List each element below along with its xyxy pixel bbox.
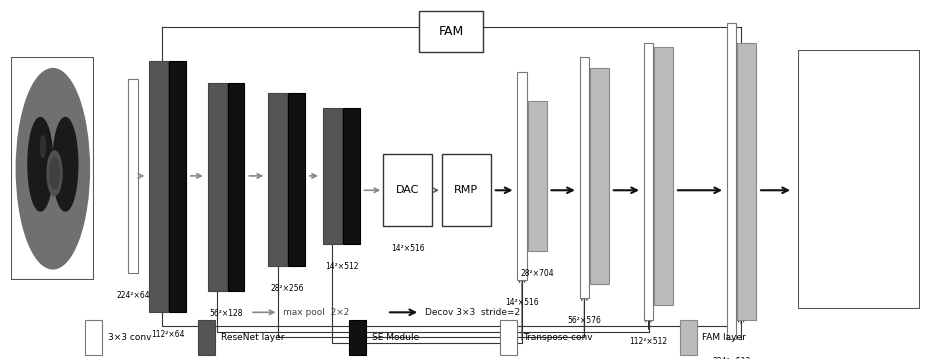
Bar (644, 43, 653, 320)
Bar (500, 320, 517, 355)
Bar (580, 57, 589, 298)
Bar (169, 61, 186, 312)
Bar (419, 11, 483, 52)
Text: ReseNet layer: ReseNet layer (221, 333, 284, 342)
Ellipse shape (28, 117, 53, 211)
Bar (85, 320, 102, 355)
Bar (323, 108, 342, 244)
Ellipse shape (47, 151, 62, 195)
Bar (268, 93, 287, 266)
Text: 3×3 conv: 3×3 conv (108, 333, 151, 342)
Bar (680, 320, 697, 355)
Text: 112²×512: 112²×512 (630, 337, 667, 346)
Bar (128, 79, 138, 273)
Bar (654, 47, 673, 305)
Ellipse shape (871, 185, 886, 206)
Text: 112²×64: 112²×64 (151, 330, 185, 339)
Ellipse shape (868, 94, 879, 110)
Text: 224²×64: 224²×64 (116, 291, 150, 300)
Text: FAM: FAM (439, 25, 464, 38)
Text: 28²×256: 28²×256 (270, 284, 304, 293)
Ellipse shape (49, 158, 59, 189)
Text: RMP: RMP (454, 185, 479, 195)
Bar (442, 154, 491, 226)
Bar (208, 83, 227, 291)
Ellipse shape (16, 69, 90, 269)
Text: DAC: DAC (396, 185, 419, 195)
Bar (590, 68, 609, 284)
Text: Transpose conv: Transpose conv (523, 333, 593, 342)
Bar (288, 93, 305, 266)
Bar (198, 320, 215, 355)
Bar (737, 43, 756, 320)
Bar (383, 154, 432, 226)
Text: FAM layer: FAM layer (702, 333, 746, 342)
Text: 14²×512: 14²×512 (325, 262, 359, 271)
Bar (343, 108, 360, 244)
Ellipse shape (883, 220, 891, 233)
Text: 14²×516: 14²×516 (505, 298, 539, 307)
Bar (149, 61, 168, 312)
Bar (727, 23, 736, 339)
Text: 224²×512: 224²×512 (713, 357, 750, 359)
Ellipse shape (53, 117, 77, 211)
Ellipse shape (41, 135, 45, 158)
Text: 56²×576: 56²×576 (567, 316, 601, 325)
Bar (228, 83, 244, 291)
Text: SE Module: SE Module (372, 333, 419, 342)
Text: 56²×128: 56²×128 (210, 309, 244, 318)
Text: 28²×704: 28²×704 (520, 269, 554, 278)
Ellipse shape (834, 179, 864, 222)
Bar (349, 320, 366, 355)
Bar (517, 72, 527, 280)
Text: Decov 3×3  stride=2: Decov 3×3 stride=2 (425, 308, 520, 317)
Text: max pool  2×2: max pool 2×2 (283, 308, 349, 317)
Bar (528, 101, 547, 251)
Text: 14²×516: 14²×516 (391, 244, 425, 253)
